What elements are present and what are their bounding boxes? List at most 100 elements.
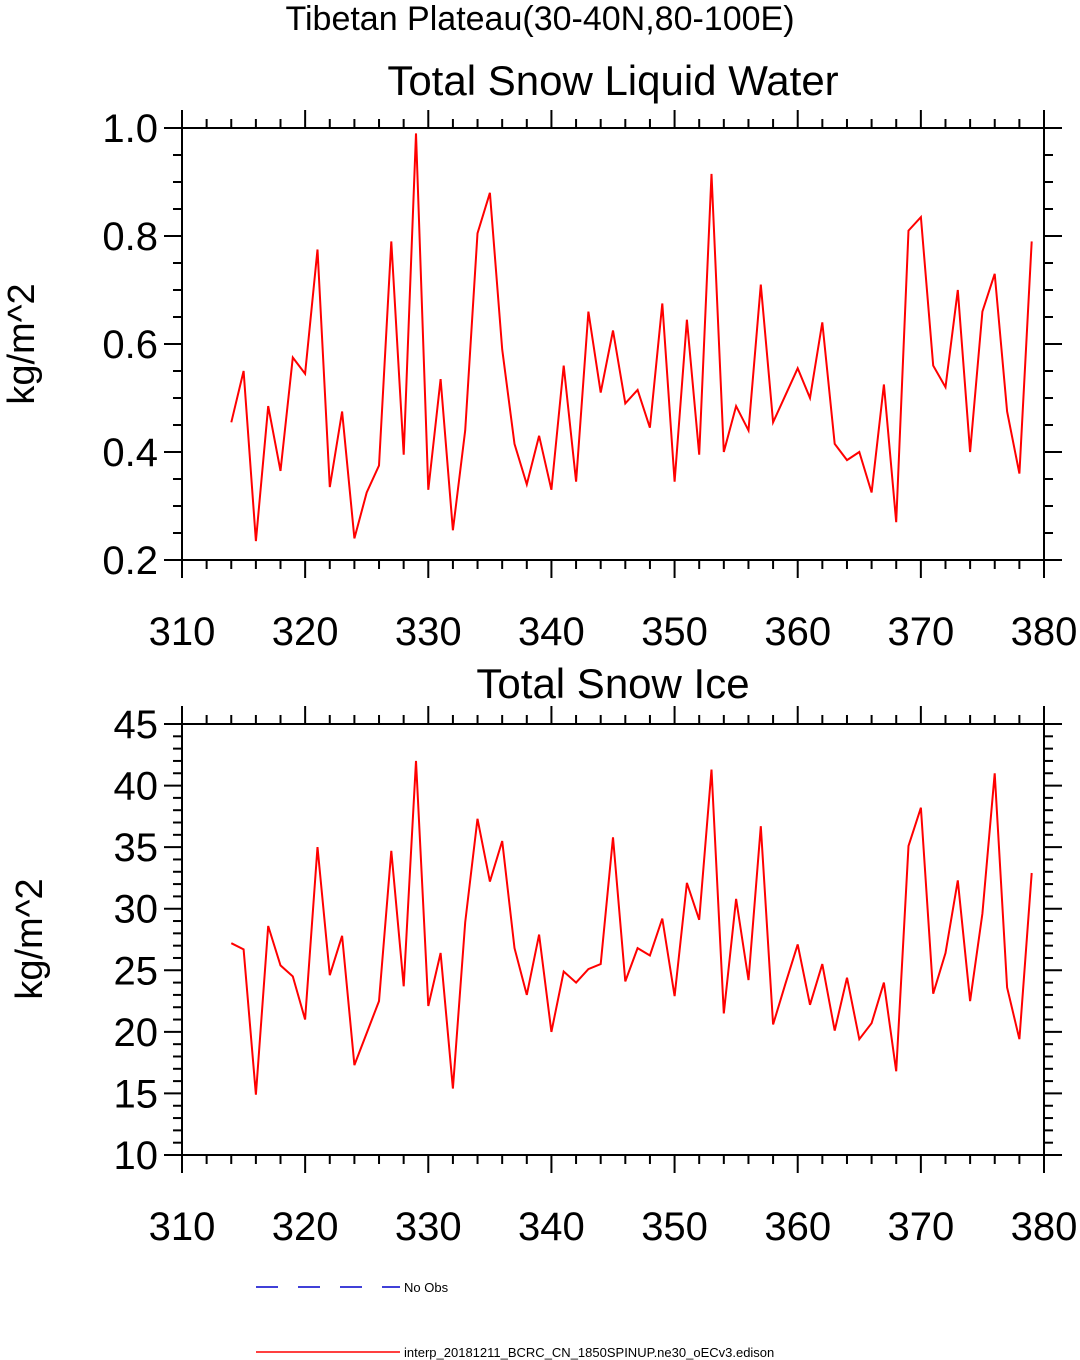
data-point xyxy=(1031,872,1033,874)
data-point xyxy=(464,921,466,923)
data-point xyxy=(661,918,663,920)
data-point xyxy=(624,980,626,982)
data-point xyxy=(526,994,528,996)
data-point xyxy=(353,1064,355,1066)
data-point xyxy=(674,481,676,483)
data-point xyxy=(945,386,947,388)
series-line xyxy=(230,133,1033,542)
data-point xyxy=(329,974,331,976)
data-point xyxy=(760,825,762,827)
data-point xyxy=(477,818,479,820)
data-point xyxy=(390,850,392,852)
y-tick-label: 20 xyxy=(114,1011,159,1055)
data-point xyxy=(649,955,651,957)
data-point xyxy=(846,459,848,461)
data-point xyxy=(230,942,232,944)
data-point xyxy=(895,521,897,523)
chart-title: Total Snow Ice xyxy=(476,660,749,707)
data-point xyxy=(317,249,319,251)
y-tick-label: 30 xyxy=(114,888,159,932)
data-point xyxy=(698,919,700,921)
series-line xyxy=(230,760,1033,1095)
data-point xyxy=(230,421,232,423)
y-tick-label: 0.2 xyxy=(102,539,158,583)
data-point xyxy=(563,971,565,973)
data-point xyxy=(858,451,860,453)
data-point xyxy=(908,845,910,847)
data-point xyxy=(563,365,565,367)
data-point xyxy=(427,1005,429,1007)
data-point xyxy=(280,470,282,472)
data-point xyxy=(440,952,442,954)
data-point xyxy=(858,1038,860,1040)
data-point xyxy=(908,230,910,232)
data-point xyxy=(821,321,823,323)
data-point xyxy=(501,840,503,842)
data-point xyxy=(945,952,947,954)
data-point xyxy=(797,367,799,369)
data-point xyxy=(280,964,282,966)
data-point xyxy=(981,913,983,915)
data-point xyxy=(403,985,405,987)
data-point xyxy=(243,948,245,950)
y-axis-label: kg/m^2 xyxy=(9,878,51,999)
x-tick-label: 350 xyxy=(641,610,708,654)
data-point xyxy=(957,289,959,291)
x-tick-label: 380 xyxy=(1011,1205,1078,1249)
data-point xyxy=(514,947,516,949)
data-point xyxy=(1018,473,1020,475)
data-point xyxy=(267,925,269,927)
data-point xyxy=(748,429,750,431)
data-point xyxy=(341,935,343,937)
data-point xyxy=(353,537,355,539)
data-point xyxy=(994,772,996,774)
x-tick-label: 320 xyxy=(272,610,339,654)
data-point xyxy=(514,443,516,445)
data-point xyxy=(624,402,626,404)
data-point xyxy=(501,348,503,350)
data-point xyxy=(390,240,392,242)
data-point xyxy=(304,373,306,375)
data-point xyxy=(489,192,491,194)
data-point xyxy=(920,216,922,218)
data-point xyxy=(711,769,713,771)
x-tick-label: 310 xyxy=(149,610,216,654)
x-tick-label: 330 xyxy=(395,610,462,654)
x-tick-label: 370 xyxy=(887,610,954,654)
y-tick-label: 45 xyxy=(114,703,159,747)
data-point xyxy=(243,370,245,372)
data-point xyxy=(317,846,319,848)
x-tick-label: 360 xyxy=(764,1205,831,1249)
data-point xyxy=(366,492,368,494)
data-point xyxy=(711,173,713,175)
data-point xyxy=(378,465,380,467)
data-point xyxy=(649,427,651,429)
data-point xyxy=(267,405,269,407)
data-point xyxy=(932,993,934,995)
data-point xyxy=(981,311,983,313)
data-point xyxy=(538,435,540,437)
data-point xyxy=(735,898,737,900)
data-point xyxy=(612,330,614,332)
y-tick-label: 10 xyxy=(114,1134,159,1178)
plot-frame xyxy=(181,127,1045,561)
data-point xyxy=(784,983,786,985)
data-point xyxy=(932,365,934,367)
data-point xyxy=(600,963,602,965)
data-point xyxy=(403,454,405,456)
data-point xyxy=(994,273,996,275)
data-point xyxy=(415,132,417,134)
data-point xyxy=(772,1024,774,1026)
data-point xyxy=(723,451,725,453)
data-point xyxy=(871,1022,873,1024)
data-point xyxy=(292,975,294,977)
data-point xyxy=(378,1000,380,1002)
data-point xyxy=(1031,240,1033,242)
chart-title: Total Snow Liquid Water xyxy=(387,57,838,104)
data-point xyxy=(772,421,774,423)
x-tick-label: 310 xyxy=(149,1205,216,1249)
data-point xyxy=(637,947,639,949)
data-point xyxy=(969,451,971,453)
x-tick-label: 360 xyxy=(764,610,831,654)
data-point xyxy=(834,1030,836,1032)
